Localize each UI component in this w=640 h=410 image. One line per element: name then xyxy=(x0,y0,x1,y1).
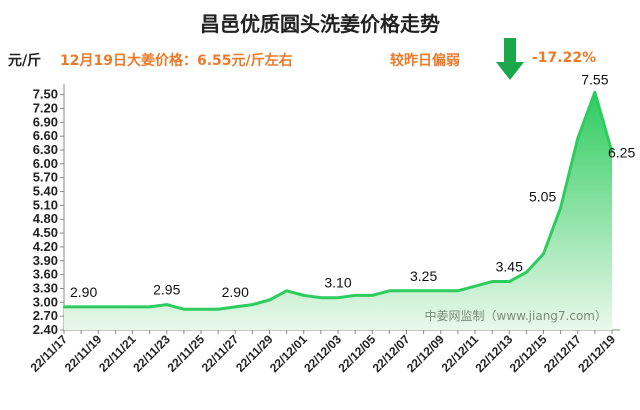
watermark: 中姜网监制（www.jiang7.com） xyxy=(425,308,607,323)
y-tick-label: 4.50 xyxy=(33,225,58,240)
data-point xyxy=(302,294,305,297)
trend-annotation: 较昨日偏弱 xyxy=(390,53,460,69)
x-tick-label: 22/11/21 xyxy=(96,332,139,375)
data-point xyxy=(456,289,460,292)
data-point xyxy=(388,289,391,292)
data-label: 3.25 xyxy=(410,268,437,284)
data-point xyxy=(131,305,134,309)
y-tick-label: 3.30 xyxy=(33,280,58,295)
data-point xyxy=(525,271,528,274)
data-point xyxy=(610,151,614,154)
x-tick-label: 22/12/19 xyxy=(575,332,618,375)
data-label: 6.25 xyxy=(608,144,635,160)
y-tick-label: 6.00 xyxy=(33,156,58,171)
down-arrow-icon xyxy=(496,38,524,80)
data-point xyxy=(182,308,186,311)
data-label: 2.90 xyxy=(222,284,249,300)
data-point xyxy=(371,294,374,297)
data-point xyxy=(405,289,408,292)
data-point xyxy=(490,280,494,283)
data-point xyxy=(576,137,579,140)
y-tick-label: 5.70 xyxy=(33,170,58,185)
x-tick-label: 22/11/23 xyxy=(130,332,173,375)
data-label: 3.10 xyxy=(324,275,351,291)
data-point xyxy=(473,284,477,288)
y-tick-label: 6.30 xyxy=(33,142,58,157)
change-percent: -17.22% xyxy=(532,50,597,66)
price-annotation: 12月19日大姜价格：6.55元/斤左右 xyxy=(60,53,293,69)
chart-title: 昌邑优质圆头洗姜价格走势 xyxy=(200,12,440,36)
y-tick-label: 3.90 xyxy=(33,253,58,268)
x-tick-label: 22/11/25 xyxy=(165,332,208,375)
data-point xyxy=(508,280,511,283)
data-label: 2.90 xyxy=(70,284,97,300)
y-tick-label: 4.80 xyxy=(33,211,58,226)
data-point xyxy=(422,289,425,292)
x-axis: 22/11/1722/11/1922/11/2122/11/2322/11/25… xyxy=(28,329,620,375)
y-axis: 2.402.703.003.303.603.904.204.504.805.10… xyxy=(33,84,65,337)
data-point xyxy=(251,303,254,306)
y-tick-label: 6.60 xyxy=(33,128,58,143)
x-tick-label: 22/11/19 xyxy=(62,332,105,375)
plot-area xyxy=(62,90,614,330)
data-labels: 2.90 2.95 2.90 3.10 3.25 3.45 5.05 7.55 6.25 xyxy=(70,71,635,300)
data-point xyxy=(319,296,323,299)
data-label: 5.05 xyxy=(529,189,556,205)
data-point xyxy=(285,289,288,292)
data-point xyxy=(165,303,168,306)
y-tick-label: 6.90 xyxy=(33,114,58,129)
y-tick-label: 2.40 xyxy=(33,322,58,337)
x-tick-label: 22/11/27 xyxy=(199,332,242,375)
data-point xyxy=(234,305,237,309)
data-point xyxy=(268,298,271,302)
x-tick-label: 22/11/17 xyxy=(28,332,71,375)
y-tick-label: 3.00 xyxy=(33,294,58,309)
data-label: 2.95 xyxy=(153,282,180,298)
y-axis-unit: 元/斤 xyxy=(8,53,42,69)
data-point xyxy=(542,252,545,256)
data-point xyxy=(97,305,100,309)
data-label: 3.45 xyxy=(496,259,523,275)
data-point xyxy=(593,91,597,94)
data-point xyxy=(199,308,203,311)
data-point xyxy=(62,305,66,309)
data-point xyxy=(148,305,151,309)
x-tick-label: 22/12/09 xyxy=(404,332,447,375)
data-point xyxy=(559,206,562,209)
y-tick-label: 5.10 xyxy=(33,197,58,212)
data-label: 7.55 xyxy=(581,71,608,87)
data-point xyxy=(79,305,83,309)
y-tick-label: 4.20 xyxy=(33,239,58,254)
price-area-fill xyxy=(64,92,612,330)
y-tick-label: 7.20 xyxy=(33,100,58,115)
y-tick-label: 5.40 xyxy=(33,184,58,199)
data-point xyxy=(353,294,357,297)
data-point xyxy=(439,289,442,292)
y-tick-label: 2.70 xyxy=(33,308,58,323)
data-point xyxy=(114,305,117,309)
data-point xyxy=(336,296,340,299)
y-tick-label: 3.60 xyxy=(33,267,58,282)
y-tick-label: 7.50 xyxy=(33,87,58,102)
data-point xyxy=(216,308,220,311)
